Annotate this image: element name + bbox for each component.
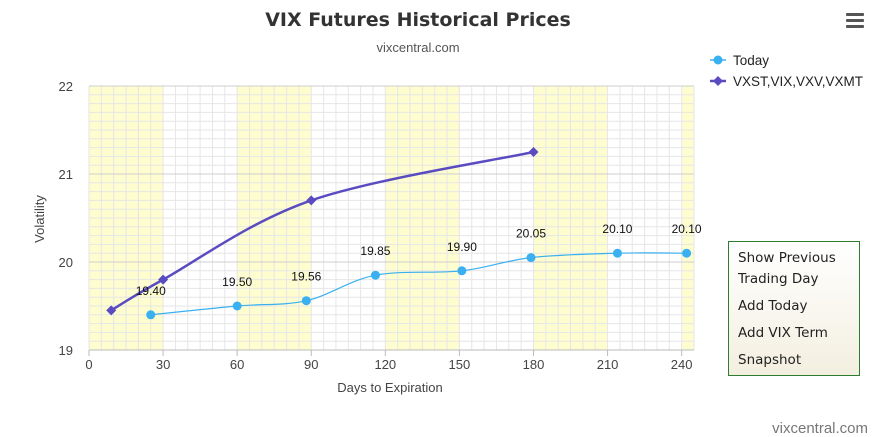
today-marker[interactable] bbox=[526, 253, 536, 263]
today-marker[interactable] bbox=[612, 248, 622, 258]
series-line-vxst bbox=[110, 150, 534, 312]
y-tick-label: 21 bbox=[59, 167, 73, 182]
vxst-marker[interactable] bbox=[106, 305, 117, 316]
x-tick-label: 150 bbox=[449, 357, 471, 372]
x-tick-label: 120 bbox=[374, 357, 396, 372]
x-axis-title: Days to Expiration bbox=[337, 380, 443, 395]
today-marker[interactable] bbox=[370, 270, 380, 280]
today-marker[interactable] bbox=[457, 266, 467, 276]
vxst-marker[interactable] bbox=[306, 195, 317, 206]
data-label-today: 19.56 bbox=[291, 270, 321, 284]
legend-item-today[interactable]: Today bbox=[710, 53, 769, 68]
x-tick-label: 180 bbox=[523, 357, 545, 372]
y-tick-label: 19 bbox=[59, 343, 73, 358]
legend-marker-vxst bbox=[713, 76, 723, 86]
grid bbox=[88, 85, 695, 351]
side-menu: Show Previous Trading Day Add Today Add … bbox=[728, 241, 860, 376]
today-marker[interactable] bbox=[232, 301, 242, 311]
data-label-today: 20.10 bbox=[602, 222, 632, 236]
x-tick-label: 210 bbox=[597, 357, 619, 372]
data-label-today: 19.40 bbox=[136, 284, 166, 298]
data-label-today: 19.85 bbox=[360, 244, 390, 258]
add-today-button[interactable]: Add Today bbox=[738, 298, 808, 314]
snapshot-button[interactable]: Snapshot bbox=[738, 352, 802, 368]
legend-item-vxst[interactable]: VXST,VIX,VXV,VXMT bbox=[710, 74, 863, 89]
x-tick-label: 90 bbox=[304, 357, 318, 372]
x-tick-label: 240 bbox=[671, 357, 693, 372]
y-tick-label: 20 bbox=[59, 255, 73, 270]
today-marker[interactable] bbox=[146, 310, 156, 320]
x-tick-label: 0 bbox=[85, 357, 92, 372]
data-labels: 19.40 19.50 19.56 19.85 19.90 20.05 20.10 20.10 bbox=[136, 222, 702, 298]
y-tick-label: 22 bbox=[59, 79, 73, 94]
y-axis-title: Volatility bbox=[32, 195, 47, 243]
vxst-marker[interactable] bbox=[528, 147, 539, 157]
chart-subtitle: vixcentral.com bbox=[376, 40, 459, 55]
hamburger-menu-icon[interactable] bbox=[842, 8, 868, 34]
axes: 0 30 60 90 120 150 180 210 240 19 20 21 22 bbox=[59, 79, 694, 372]
data-label-today: 19.90 bbox=[447, 240, 477, 254]
legend[interactable]: Today VXST,VIX,VXV,VXMT bbox=[710, 53, 863, 89]
credit-link[interactable]: vixcentral.com bbox=[772, 420, 868, 437]
chart-title: VIX Futures Historical Prices bbox=[265, 9, 571, 31]
x-tick-label: 30 bbox=[156, 357, 170, 372]
today-marker[interactable] bbox=[301, 296, 311, 306]
add-vix-term-button[interactable]: Add VIX Term bbox=[738, 325, 828, 341]
data-label-today: 19.50 bbox=[222, 275, 252, 289]
legend-label-vxst: VXST,VIX,VXV,VXMT bbox=[733, 74, 863, 89]
today-marker[interactable] bbox=[682, 248, 692, 258]
x-tick-label: 60 bbox=[230, 357, 244, 372]
data-label-today: 20.05 bbox=[516, 227, 546, 241]
vxst-marker[interactable] bbox=[158, 274, 169, 285]
legend-label-today: Today bbox=[733, 53, 769, 68]
show-previous-trading-day-button[interactable]: Show Previous Trading Day bbox=[738, 250, 836, 287]
series-group bbox=[106, 147, 692, 320]
data-label-today: 20.10 bbox=[672, 222, 702, 236]
legend-marker-today bbox=[713, 55, 723, 65]
